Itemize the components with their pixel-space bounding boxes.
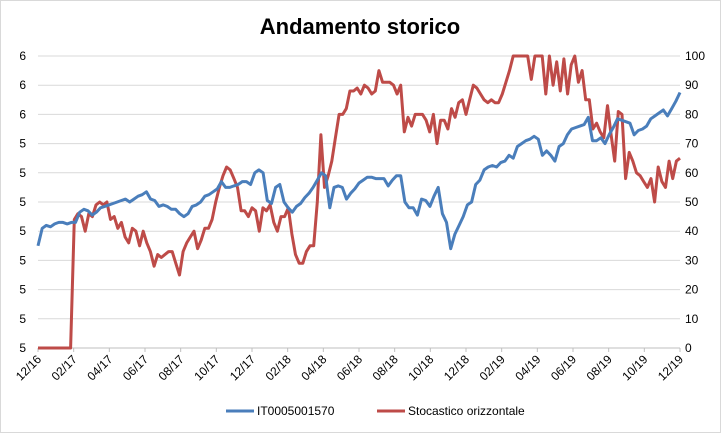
y-left-tick-label: 5 [19, 224, 26, 238]
y-left-tick-label: 6 [19, 107, 26, 121]
x-tick-label: 02/19 [477, 352, 508, 383]
y-left-tick-label: 5 [19, 341, 26, 355]
x-tick-label: 08/18 [370, 352, 401, 383]
legend: IT0005001570 Stocastico orizzontale [226, 404, 525, 418]
x-tick-label: 02/18 [263, 352, 294, 383]
y-right-tick-label: 10 [685, 312, 699, 326]
series-line-2 [38, 54, 681, 350]
chart-title: Andamento storico [260, 14, 460, 39]
legend-label-series-2: Stocastico orizzontale [408, 404, 525, 418]
x-tick-label: 06/19 [548, 352, 579, 383]
y-left-tick-label: 5 [19, 283, 26, 297]
x-tick-label: 02/17 [49, 352, 80, 383]
x-tick-label: 12/16 [13, 352, 44, 383]
y-left-tick-label: 6 [19, 78, 26, 92]
y-left-tick-label: 5 [19, 195, 26, 209]
y-left-tick-label: 6 [19, 49, 26, 63]
y-right-tick-label: 40 [685, 224, 699, 238]
x-tick-label: 06/17 [120, 352, 151, 383]
y-right-tick-label: 90 [685, 78, 699, 92]
y-right-tick-label: 80 [685, 107, 699, 121]
x-tick-label: 08/19 [584, 352, 615, 383]
y-right-tick-label: 100 [685, 49, 705, 63]
x-tick-label: 04/18 [298, 352, 329, 383]
y-right-tick-label: 60 [685, 166, 699, 180]
y-right-tick-label: 0 [685, 341, 692, 355]
x-tick-label: 04/17 [84, 352, 115, 383]
series-lines [36, 54, 682, 350]
y-right-tick-label: 20 [685, 283, 699, 297]
gridlines [38, 55, 680, 349]
x-tick-label: 12/19 [655, 352, 686, 383]
y-right-tick-label: 50 [685, 195, 699, 209]
y-left-tick-label: 5 [19, 253, 26, 267]
x-tick-label: 12/18 [441, 352, 472, 383]
series-line-1 [36, 91, 682, 251]
legend-label-series-1: IT0005001570 [257, 404, 335, 418]
x-tick-label: 10/19 [619, 352, 650, 383]
y-right-tick-label: 30 [685, 253, 699, 267]
x-tick-label: 06/18 [334, 352, 365, 383]
y-right-tick-label: 70 [685, 137, 699, 151]
x-tick-label: 10/17 [191, 352, 222, 383]
y-left-tick-label: 5 [19, 137, 26, 151]
x-tick-label: 10/18 [405, 352, 436, 383]
x-tick-label: 12/17 [227, 352, 258, 383]
x-tick-label: 08/17 [156, 352, 187, 383]
y-left-tick-label: 5 [19, 312, 26, 326]
x-tick-label: 04/19 [512, 352, 543, 383]
y-left-tick-label: 5 [19, 166, 26, 180]
